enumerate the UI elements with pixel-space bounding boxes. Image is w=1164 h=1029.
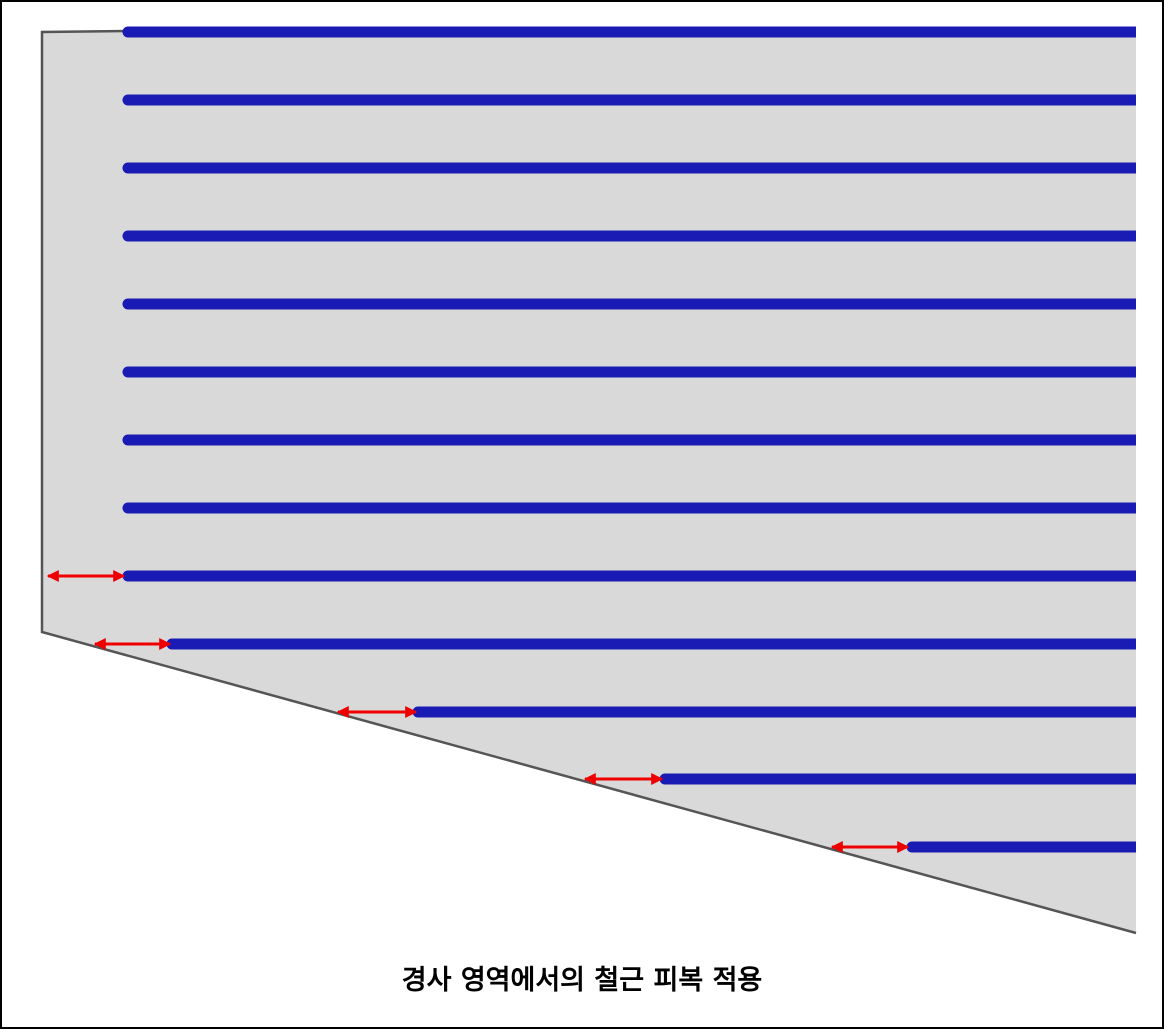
- cover-arrows: [46, 570, 910, 853]
- caption: 경사 영역에서의 철근 피복 적용: [402, 965, 763, 996]
- rebar-group: [122, 26, 1136, 853]
